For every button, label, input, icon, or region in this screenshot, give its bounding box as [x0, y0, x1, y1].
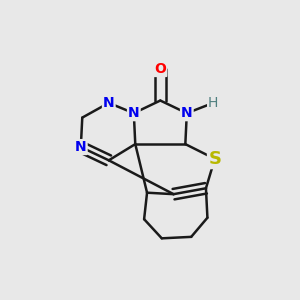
- Text: H: H: [208, 96, 218, 110]
- Text: N: N: [181, 106, 193, 120]
- Text: N: N: [128, 106, 140, 120]
- Text: N: N: [103, 96, 115, 110]
- Text: S: S: [208, 150, 221, 168]
- Text: N: N: [75, 140, 87, 154]
- Text: O: O: [154, 62, 166, 76]
